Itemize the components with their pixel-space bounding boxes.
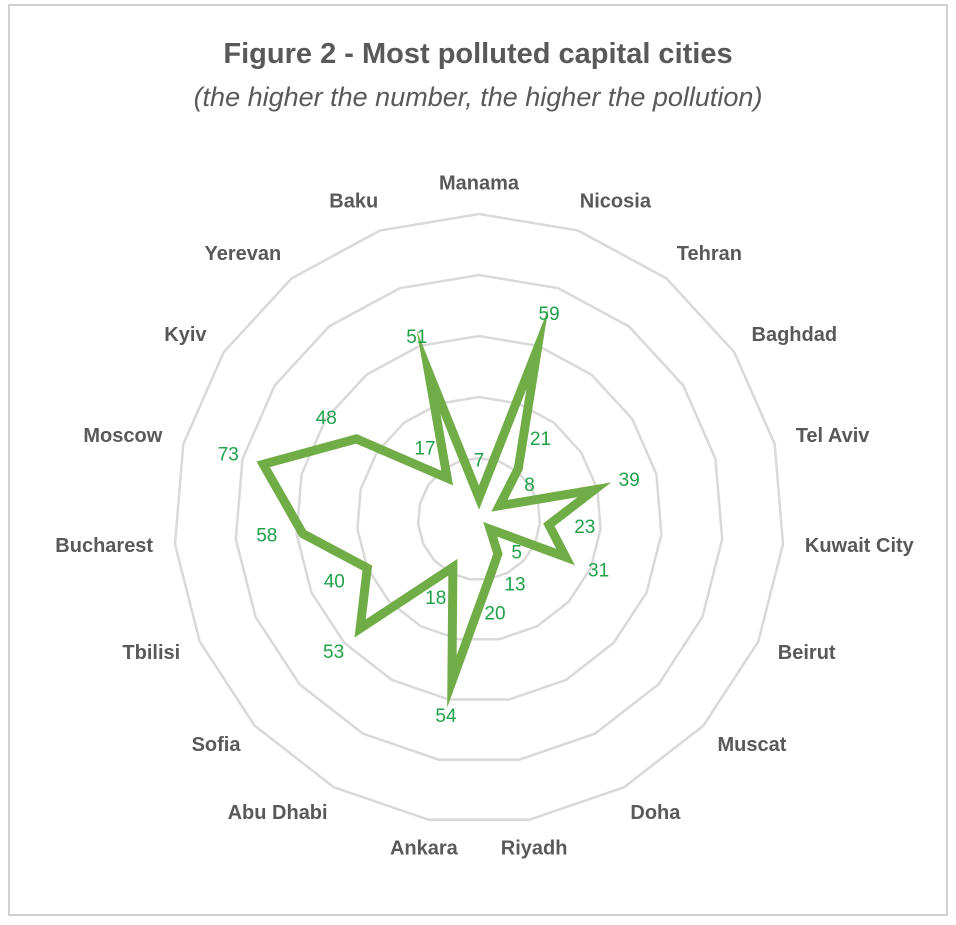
value-label: 54 [435,706,457,727]
value-labels: 7 59 21 8 39 23 31 5 13 20 54 18 53 40 58 73 48 17 51 [218,304,640,727]
grid-ring-2 [356,395,602,641]
category-label: Abu Dhabi [228,802,328,824]
value-label: 58 [256,526,277,547]
value-label: 8 [524,475,535,496]
category-label: Muscat [718,734,787,756]
grid-ring-3 [295,334,663,701]
chart-frame [8,4,948,916]
grid-ring-1 [416,456,542,581]
value-label: 21 [530,429,551,450]
value-label: 73 [218,445,239,466]
radar-grid [173,212,785,822]
value-label: 40 [324,572,345,593]
category-label: Tbilisi [122,642,180,664]
value-label: 7 [474,451,485,472]
category-label: Manama [439,172,520,194]
category-label: Sofia [192,734,242,756]
radar-series [256,308,612,708]
value-label: 5 [511,543,522,564]
grid-ring-5 [173,212,785,822]
category-label: Tehran [677,243,742,265]
value-label: 13 [504,575,525,596]
category-label: Bucharest [55,535,153,557]
value-label: 51 [406,327,427,348]
value-label: 17 [414,439,435,460]
value-label: 48 [316,408,337,429]
category-label: Baku [329,190,378,212]
category-label: Riyadh [501,838,568,860]
category-label: Baghdad [752,324,838,346]
value-label: 20 [484,604,505,625]
value-label: 53 [323,642,344,663]
value-label: 39 [619,470,640,491]
category-labels: Manama Nicosia Tehran Baghdad Tel Aviv Kuwait… [55,172,914,859]
category-label: Yerevan [204,243,281,265]
category-label: Kyiv [164,324,207,346]
category-label: Moscow [83,425,162,447]
value-label: 18 [425,588,446,609]
value-label: 59 [539,304,560,325]
category-label: Nicosia [580,190,652,212]
category-label: Ankara [390,838,459,860]
chart-title: Figure 2 - Most polluted capital cities [223,38,733,70]
category-label: Kuwait City [805,535,915,557]
category-label: Tel Aviv [796,425,871,447]
category-label: Beirut [778,642,836,664]
category-label: Doha [630,802,681,824]
grid-ring-4 [234,273,724,761]
series-line [256,308,612,708]
value-label: 31 [588,560,609,581]
chart-subtitle: (the higher the number, the higher the p… [193,82,763,112]
value-label: 23 [574,517,595,538]
